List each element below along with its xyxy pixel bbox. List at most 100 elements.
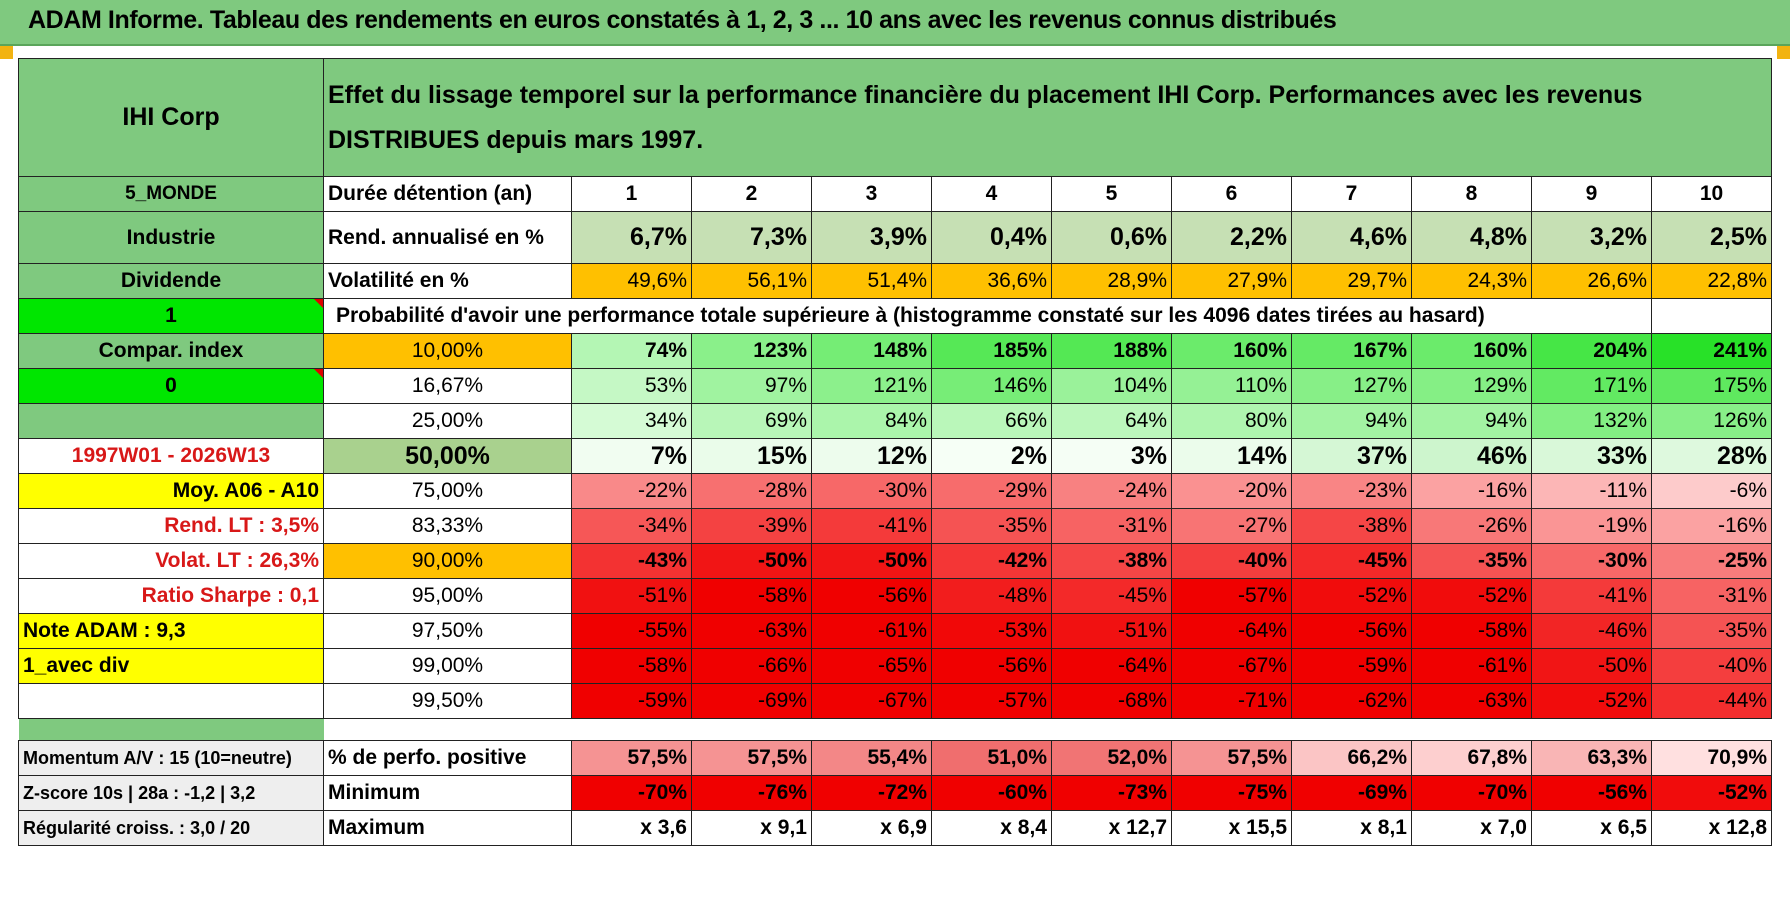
performance-value: -40% (1651, 648, 1772, 684)
performance-value: -35% (1651, 613, 1772, 649)
performance-value: -31% (1051, 508, 1172, 544)
spacer-green (18, 718, 324, 741)
return-value: 2,2% (1171, 211, 1292, 264)
performance-value: -46% (1531, 613, 1652, 649)
volatility-value: 27,9% (1171, 263, 1292, 299)
sharpe-ratio: Ratio Sharpe : 0,1 (18, 578, 324, 614)
performance-value: 15% (691, 438, 812, 474)
empty-cell (1531, 298, 1652, 334)
summary-value: -69% (1291, 775, 1412, 811)
summary-value: x 8,4 (931, 810, 1052, 846)
volatility-value: 24,3% (1411, 263, 1532, 299)
performance-value: -39% (691, 508, 812, 544)
performance-value: -42% (931, 543, 1052, 579)
header-row: IHI Corp Effet du lissage temporel sur l… (18, 58, 1772, 177)
probability-row: 0 16,67% 53% 97% 121% 146% 104% 110% 127% 129% 171… (18, 368, 1772, 404)
performance-value: -25% (1651, 543, 1772, 579)
performance-value: -19% (1531, 508, 1652, 544)
compar-index-label: Compar. index (18, 333, 324, 369)
probability-caption: Probabilité d'avoir une performance tota… (323, 298, 1532, 334)
performance-value: -63% (691, 613, 812, 649)
performance-value: -67% (1171, 648, 1292, 684)
summary-row: Régularité croiss. : 3,0 / 20 Maximum x 3,… (18, 810, 1772, 846)
flag-box-1: 1 (18, 298, 324, 334)
corner-marker-left (0, 46, 13, 59)
performance-value: 74% (571, 333, 692, 369)
performance-value: -50% (1531, 648, 1652, 684)
summary-left-label: Z-score 10s | 28a : -1,2 | 3,2 (18, 775, 324, 811)
performance-value: -59% (1291, 648, 1412, 684)
performance-table: IHI Corp Effet du lissage temporel sur l… (18, 58, 1772, 846)
performance-value: -6% (1651, 473, 1772, 509)
summary-value: x 6,9 (811, 810, 932, 846)
performance-value: -55% (571, 613, 692, 649)
year-header: 8 (1411, 176, 1532, 212)
summary-row: Z-score 10s | 28a : -1,2 | 3,2 Minimum -70… (18, 775, 1772, 811)
performance-value: -66% (691, 648, 812, 684)
performance-value: 2% (931, 438, 1052, 474)
performance-value: 129% (1411, 368, 1532, 404)
return-value: 0,6% (1051, 211, 1172, 264)
performance-value: -65% (811, 648, 932, 684)
performance-value: 7% (571, 438, 692, 474)
probability-row: Rend. LT : 3,5% 83,33% -34% -39% -41% -35% -31… (18, 508, 1772, 544)
performance-value: -59% (571, 683, 692, 719)
annualized-return-row: Industrie Rend. annualisé en % 6,7% 7,3% 3… (18, 211, 1772, 264)
performance-value: -34% (571, 508, 692, 544)
summary-value: x 9,1 (691, 810, 812, 846)
performance-value: -57% (931, 683, 1052, 719)
summary-value: 66,2% (1291, 740, 1412, 776)
performance-value: -69% (691, 683, 812, 719)
return-value: 3,9% (811, 211, 932, 264)
probability-threshold: 97,50% (323, 613, 572, 649)
year-header: 10 (1651, 176, 1772, 212)
summary-value: x 8,1 (1291, 810, 1412, 846)
table-description: Effet du lissage temporel sur la perform… (323, 58, 1772, 177)
summary-value: 57,5% (1171, 740, 1292, 776)
probability-row: Moy. A06 - A10 75,00% -22% -28% -30% -29% -24%… (18, 473, 1772, 509)
probability-row: Volat. LT : 26,3% 90,00% -43% -50% -50% -42% -… (18, 543, 1772, 579)
probability-caption-row: 1 Probabilité d'avoir une performance to… (18, 298, 1772, 334)
year-header: 1 (571, 176, 692, 212)
probability-row: 25,00% 34% 69% 84% 66% 64% 80% 94% 94% 132% 126% (18, 403, 1772, 439)
probability-threshold: 10,00% (323, 333, 572, 369)
year-header: 6 (1171, 176, 1292, 212)
performance-value: 104% (1051, 368, 1172, 404)
performance-value: -28% (691, 473, 812, 509)
performance-value: 160% (1171, 333, 1292, 369)
performance-value: -16% (1651, 508, 1772, 544)
performance-value: -44% (1651, 683, 1772, 719)
performance-value: -29% (931, 473, 1052, 509)
summary-value: x 7,0 (1411, 810, 1532, 846)
performance-value: -53% (931, 613, 1052, 649)
performance-value: -56% (811, 578, 932, 614)
year-header: 7 (1291, 176, 1412, 212)
probability-row: 99,50% -59% -69% -67% -57% -68% -71% -62% -63% -5… (18, 683, 1772, 719)
performance-value: -62% (1291, 683, 1412, 719)
spacer-row (18, 718, 1772, 741)
performance-value: -58% (691, 578, 812, 614)
performance-value: -43% (571, 543, 692, 579)
summary-value: -70% (571, 775, 692, 811)
performance-value: -16% (1411, 473, 1532, 509)
adam-score: Note ADAM : 9,3 (18, 613, 324, 649)
performance-value: -58% (571, 648, 692, 684)
performance-value: 121% (811, 368, 932, 404)
summary-value: 63,3% (1531, 740, 1652, 776)
volatility-value: 49,6% (571, 263, 692, 299)
performance-value: 33% (1531, 438, 1652, 474)
performance-value: 204% (1531, 333, 1652, 369)
probability-threshold: 50,00% (323, 438, 572, 474)
summary-value: -73% (1051, 775, 1172, 811)
performance-value: -61% (811, 613, 932, 649)
return-value: 3,2% (1531, 211, 1652, 264)
performance-value: -45% (1291, 543, 1412, 579)
volatility-value: 56,1% (691, 263, 812, 299)
performance-value: -41% (811, 508, 932, 544)
summary-left-label: Momentum A/V : 15 (10=neutre) (18, 740, 324, 776)
empty-cell (1651, 298, 1772, 334)
performance-value: 34% (571, 403, 692, 439)
summary-value: 67,8% (1411, 740, 1532, 776)
performance-value: 146% (931, 368, 1052, 404)
performance-value: -27% (1171, 508, 1292, 544)
